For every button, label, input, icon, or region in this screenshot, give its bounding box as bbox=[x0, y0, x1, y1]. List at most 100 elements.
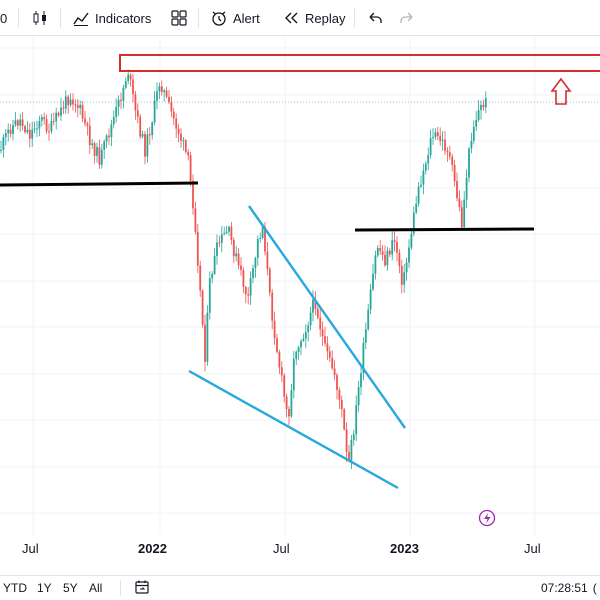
flash-icon[interactable] bbox=[478, 509, 496, 527]
replay-button[interactable]: Replay bbox=[282, 0, 345, 36]
candle-body bbox=[141, 133, 144, 137]
candle-body bbox=[52, 120, 55, 122]
redo-button[interactable] bbox=[398, 0, 416, 36]
indicators-icon bbox=[72, 9, 90, 27]
chart-area[interactable]: Jul 2022 Jul 2023 Jul bbox=[0, 37, 600, 570]
x-axis-label: Jul bbox=[22, 541, 39, 556]
candle-body bbox=[74, 104, 77, 106]
candle-body bbox=[108, 135, 110, 138]
candle-body bbox=[369, 289, 372, 310]
candle-body bbox=[177, 128, 180, 134]
candle-body bbox=[477, 110, 480, 120]
candle-body bbox=[201, 290, 204, 325]
candle-body bbox=[252, 268, 254, 278]
clock-timezone-partial: ( bbox=[592, 581, 597, 595]
support-line-right[interactable] bbox=[354, 227, 535, 232]
candle-body bbox=[122, 87, 125, 101]
candle-body bbox=[62, 107, 65, 109]
layouts-button[interactable] bbox=[170, 0, 188, 36]
candle-body bbox=[333, 368, 336, 376]
indicators-label: Indicators bbox=[95, 10, 152, 26]
candle-body bbox=[4, 132, 7, 137]
candle-body bbox=[153, 100, 156, 123]
candle-body bbox=[285, 396, 288, 409]
candle-body bbox=[326, 343, 329, 352]
range-1y-button[interactable]: 1Y bbox=[37, 576, 52, 600]
candle-body bbox=[33, 128, 36, 130]
candle-body bbox=[297, 347, 300, 352]
candle-body bbox=[112, 116, 115, 125]
candle-body bbox=[484, 98, 487, 108]
candle-body bbox=[170, 101, 173, 112]
candle-body bbox=[76, 105, 79, 108]
candle-body bbox=[136, 110, 139, 117]
candle-body bbox=[247, 294, 250, 296]
toolbar-divider bbox=[18, 8, 19, 28]
candle-body bbox=[96, 147, 98, 156]
range-ytd-button[interactable]: YTD bbox=[3, 576, 27, 600]
x-axis-label: 2023 bbox=[390, 541, 419, 556]
candle-body bbox=[314, 299, 317, 309]
range-all-button[interactable]: All bbox=[89, 576, 102, 600]
range-5y-label: 5Y bbox=[63, 581, 78, 595]
candle-body bbox=[232, 239, 235, 257]
chart-type-button[interactable] bbox=[31, 0, 49, 36]
candle-body bbox=[144, 133, 146, 157]
candle-body bbox=[259, 237, 262, 239]
candle-body bbox=[316, 308, 319, 318]
candle-body bbox=[72, 99, 74, 105]
candle-body bbox=[340, 399, 343, 410]
candle-body bbox=[304, 331, 307, 339]
candlestick-series bbox=[0, 69, 487, 469]
candle-body bbox=[199, 265, 202, 291]
candle-body bbox=[336, 375, 338, 390]
candle-body bbox=[362, 342, 365, 374]
date-range-icon bbox=[134, 579, 150, 598]
date-range-button[interactable] bbox=[134, 576, 150, 600]
clock-display[interactable]: 07:28:51 ( bbox=[541, 576, 597, 600]
alert-label: Alert bbox=[233, 10, 260, 26]
toolbar-divider bbox=[60, 8, 61, 28]
candle-body bbox=[9, 129, 12, 134]
falling-wedge-upper[interactable] bbox=[248, 205, 406, 429]
replay-icon bbox=[282, 9, 300, 27]
candle-body bbox=[189, 155, 192, 181]
candle-body bbox=[211, 273, 214, 279]
candle-body bbox=[45, 119, 48, 132]
x-axis-label: Jul bbox=[273, 541, 290, 556]
support-line-left[interactable] bbox=[0, 181, 199, 187]
candle-body bbox=[196, 231, 199, 266]
candle-body bbox=[482, 104, 485, 108]
candle-body bbox=[110, 124, 113, 138]
price-chart[interactable]: Jul 2022 Jul 2023 Jul bbox=[0, 37, 600, 570]
alert-button[interactable]: Alert bbox=[210, 0, 260, 36]
candle-body bbox=[26, 129, 29, 133]
range-5y-button[interactable]: 5Y bbox=[63, 576, 78, 600]
candle-body bbox=[463, 199, 466, 228]
indicators-button[interactable]: Indicators bbox=[72, 0, 151, 36]
candle-body bbox=[230, 226, 233, 240]
candle-body bbox=[393, 240, 396, 242]
candle-body bbox=[38, 120, 41, 129]
range-ytd-label: YTD bbox=[3, 581, 27, 595]
x-axis-label: Jul bbox=[524, 541, 541, 556]
candle-body bbox=[374, 255, 377, 274]
candle-body bbox=[103, 141, 106, 150]
up-arrow[interactable] bbox=[550, 77, 572, 105]
candle-body bbox=[338, 389, 341, 400]
candle-body bbox=[254, 257, 257, 269]
toolbar-divider bbox=[354, 8, 355, 28]
candle-body bbox=[475, 119, 478, 127]
candle-body bbox=[184, 140, 187, 153]
layouts-icon bbox=[170, 9, 188, 27]
candle-body bbox=[266, 251, 269, 269]
candle-body bbox=[48, 131, 50, 133]
candle-body bbox=[268, 268, 271, 293]
candle-body bbox=[69, 99, 72, 105]
candle-body bbox=[172, 111, 175, 119]
candle-body bbox=[367, 309, 370, 330]
undo-button[interactable] bbox=[366, 0, 384, 36]
falling-wedge-lower[interactable] bbox=[188, 369, 399, 490]
candle-body bbox=[295, 351, 298, 359]
resistance-zone[interactable] bbox=[119, 54, 600, 72]
